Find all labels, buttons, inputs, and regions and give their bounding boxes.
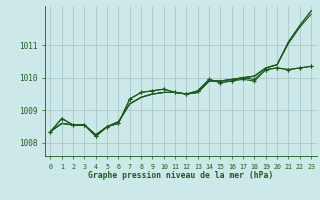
X-axis label: Graphe pression niveau de la mer (hPa): Graphe pression niveau de la mer (hPa): [88, 171, 273, 180]
